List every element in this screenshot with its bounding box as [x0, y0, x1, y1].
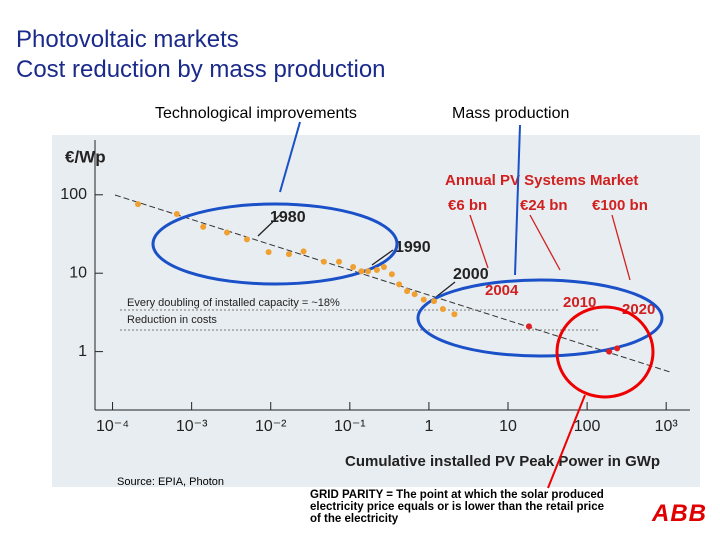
slide-title: Photovoltaic markets: [16, 26, 239, 53]
x-tick-label: 10: [499, 418, 517, 435]
y-axis-label: €/Wp: [65, 147, 106, 166]
annotation: 1990: [395, 239, 431, 256]
annotation: €100 bn: [592, 197, 648, 214]
ellipse: [555, 305, 655, 399]
annotation: €6 bn: [448, 197, 487, 214]
annotation: Annual PV Systems Market: [445, 172, 638, 189]
arrow: [611, 214, 631, 281]
point: [336, 258, 343, 265]
x-tick-label: 10⁻¹: [334, 418, 366, 435]
arrow: [279, 121, 301, 193]
x-tick-label: 10⁻³: [176, 418, 208, 435]
x-tick-label: 10³: [655, 418, 679, 435]
x-tick-label: 100: [574, 418, 601, 435]
point: [300, 248, 307, 255]
point: [614, 345, 621, 352]
arrow: [547, 394, 586, 489]
source: Source: EPIA, Photon: [117, 476, 225, 488]
point: [404, 288, 411, 295]
annotation: 1980: [270, 209, 306, 226]
arrow: [529, 214, 561, 271]
point: [380, 263, 387, 270]
arrow: [469, 214, 489, 269]
annotation: 2004: [485, 282, 519, 299]
annotation: Reduction in costs: [127, 314, 217, 326]
note: GRID PARITY = The point at which the sol…: [310, 489, 604, 525]
point: [411, 291, 418, 298]
y-tick-label: 100: [60, 186, 87, 203]
ellipse: [416, 278, 664, 358]
annotation: 2000: [453, 266, 489, 283]
point: [373, 266, 380, 273]
point: [320, 258, 327, 265]
trend-line: [114, 194, 671, 373]
arrow: [514, 124, 521, 276]
y-tick-label: 10: [69, 264, 87, 281]
point: [224, 229, 231, 236]
point: [365, 268, 372, 275]
point: [173, 210, 180, 217]
point: [388, 271, 395, 278]
annotation: 2010: [563, 294, 596, 311]
label: Mass production: [452, 105, 570, 122]
logo: ABB: [652, 500, 707, 527]
label: Technological improvements: [155, 105, 357, 122]
point: [431, 298, 438, 305]
point: [243, 236, 250, 243]
annotation: Every doubling of installed capacity = ~…: [127, 297, 340, 309]
point: [200, 223, 207, 230]
point: [350, 263, 357, 270]
annotation: €24 bn: [520, 197, 568, 214]
point: [606, 348, 613, 355]
y-tick-label: 1: [78, 343, 87, 360]
chart-background: [52, 135, 700, 487]
point: [451, 311, 458, 318]
x-tick-label: 1: [424, 418, 433, 435]
slide-subtitle: Cost reduction by mass production: [16, 56, 386, 83]
point: [358, 268, 365, 275]
x-tick-label: 10⁻⁴: [96, 418, 129, 435]
point: [420, 296, 427, 303]
point: [265, 249, 272, 256]
point: [285, 251, 292, 258]
point: [135, 201, 142, 208]
x-axis-label: Cumulative installed PV Peak Power in GW…: [345, 453, 660, 470]
ellipse: [151, 202, 399, 286]
arrow: [435, 281, 456, 298]
x-tick-label: 10⁻²: [255, 418, 287, 435]
arrow: [371, 249, 394, 266]
point: [439, 305, 446, 312]
point: [396, 281, 403, 288]
arrow: [257, 214, 281, 237]
point: [525, 323, 532, 330]
